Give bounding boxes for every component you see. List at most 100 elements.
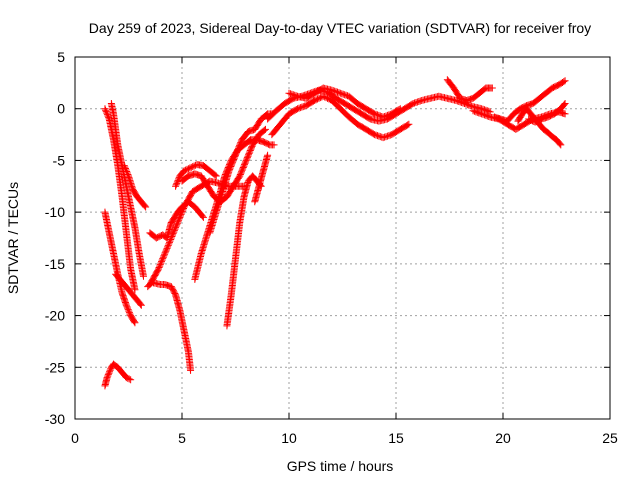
data-point — [175, 216, 183, 224]
data-point — [298, 103, 306, 111]
data-point — [336, 89, 344, 97]
data-point — [211, 171, 219, 179]
data-point — [475, 109, 483, 117]
data-point — [173, 219, 181, 227]
data-point — [167, 235, 175, 243]
data-point — [411, 99, 419, 107]
data-point — [158, 256, 166, 264]
data-point — [131, 286, 139, 294]
data-point — [125, 309, 133, 317]
data-point — [405, 120, 413, 128]
data-point — [136, 300, 144, 308]
series-arc-5 — [112, 270, 145, 309]
data-point — [328, 86, 336, 94]
data-point — [561, 100, 569, 108]
data-point — [158, 258, 166, 266]
data-point — [176, 213, 184, 221]
data-point — [289, 91, 297, 99]
data-point — [561, 77, 569, 85]
data-point — [473, 108, 481, 116]
data-point — [325, 95, 333, 103]
data-point — [342, 91, 350, 99]
data-point — [485, 112, 493, 120]
data-point — [334, 88, 342, 96]
data-point — [560, 101, 568, 109]
data-point — [172, 182, 180, 190]
series-arc-23 — [525, 100, 569, 126]
data-point — [169, 231, 177, 239]
series-arc-15 — [251, 151, 272, 206]
data-point — [291, 91, 299, 99]
data-point — [478, 110, 486, 118]
series-arc-2 — [107, 100, 147, 280]
data-point — [172, 222, 180, 230]
y-tick-label: -10 — [45, 204, 65, 220]
data-point — [315, 94, 323, 102]
data-point — [409, 100, 417, 108]
y-tick-label: -15 — [45, 256, 65, 272]
data-point — [178, 207, 186, 215]
data-point — [373, 111, 381, 119]
data-point — [561, 110, 569, 118]
data-point — [104, 371, 112, 379]
data-point — [482, 111, 490, 119]
data-point — [101, 105, 109, 113]
series-arc-17 — [268, 92, 413, 142]
data-point — [172, 181, 180, 189]
data-point — [285, 89, 293, 97]
data-point — [372, 110, 380, 118]
data-point — [375, 132, 383, 140]
data-point — [341, 91, 349, 99]
data-point — [416, 97, 424, 105]
data-point — [312, 96, 320, 104]
data-point — [382, 112, 390, 120]
data-point — [168, 233, 176, 241]
data-point — [184, 165, 192, 173]
y-tick-label: -25 — [45, 359, 65, 375]
data-point — [295, 104, 303, 112]
data-point — [199, 213, 207, 221]
data-point — [124, 306, 132, 314]
data-point — [479, 110, 487, 118]
x-axis-label: GPS time / hours — [287, 458, 394, 474]
data-point — [488, 84, 496, 92]
data-point — [180, 167, 188, 175]
data-point — [162, 246, 170, 254]
data-point — [382, 133, 390, 141]
data-point — [123, 169, 131, 177]
series-arc-21 — [490, 77, 569, 125]
data-point — [169, 230, 177, 238]
series-arc-9 — [146, 177, 248, 289]
data-point — [314, 95, 322, 103]
data-point — [106, 366, 114, 374]
data-point — [167, 234, 175, 242]
data-point — [288, 90, 296, 98]
data-point — [164, 243, 172, 251]
data-point — [139, 272, 147, 280]
data-point — [322, 94, 330, 102]
data-point — [483, 112, 491, 120]
series-arc-4 — [101, 208, 139, 327]
data-point — [171, 225, 179, 233]
data-point — [102, 106, 110, 114]
series-arc-3 — [120, 162, 150, 211]
data-point — [105, 114, 113, 122]
data-point — [260, 126, 268, 134]
data-point — [462, 100, 470, 108]
data-point — [190, 162, 198, 170]
data-point — [161, 249, 169, 257]
y-tick-labels: -30 -25 -20 -15 -10 -5 0 5 — [45, 49, 65, 427]
data-point — [122, 301, 130, 309]
data-point — [383, 111, 391, 119]
data-point — [155, 264, 163, 272]
data-point — [383, 132, 391, 140]
data-point — [173, 178, 181, 186]
data-point — [379, 134, 387, 142]
data-point — [177, 210, 185, 218]
data-point — [329, 87, 337, 95]
data-point — [156, 262, 164, 270]
data-point — [385, 132, 393, 140]
data-point — [164, 241, 172, 249]
data-point — [121, 163, 129, 171]
